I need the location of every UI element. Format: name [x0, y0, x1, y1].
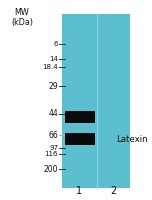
Text: 2: 2 [110, 186, 116, 196]
Text: MW
(kDa): MW (kDa) [11, 8, 33, 27]
Bar [65, 133, 95, 145]
Text: 116: 116 [45, 151, 58, 157]
Text: 6: 6 [54, 41, 58, 47]
Text: 200: 200 [43, 164, 58, 173]
Text: 29: 29 [48, 82, 58, 91]
Text: 97: 97 [49, 145, 58, 151]
Text: 44: 44 [48, 109, 58, 118]
Bar [65, 111, 95, 123]
Text: Latexin: Latexin [116, 136, 148, 144]
Text: 18.4: 18.4 [42, 64, 58, 70]
Text: 66: 66 [48, 131, 58, 140]
Text: 1: 1 [76, 186, 82, 196]
Text: 14: 14 [49, 56, 58, 62]
Bar [62, 14, 130, 188]
